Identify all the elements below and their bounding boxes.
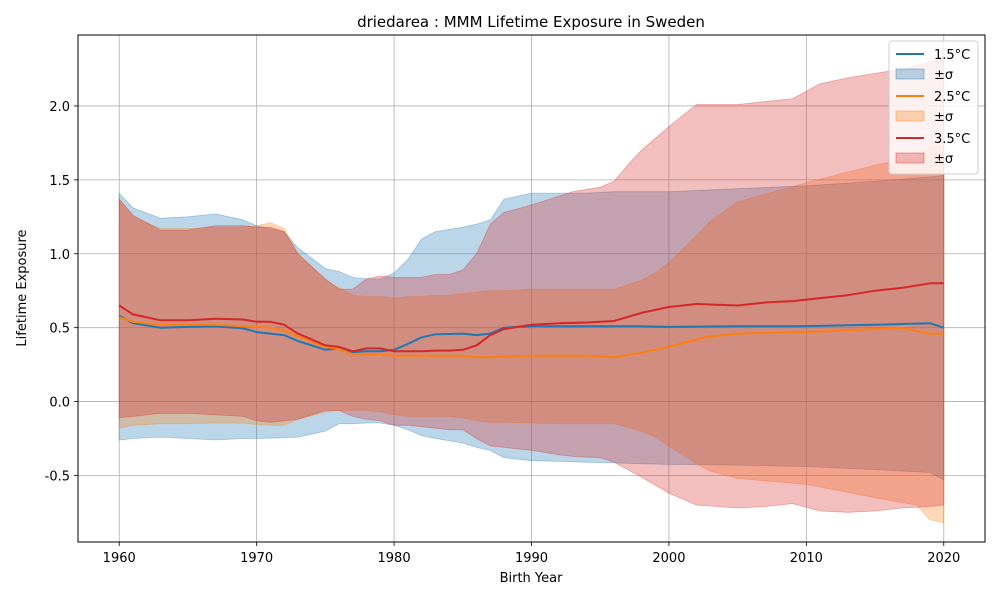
sigma-band-3p5 — [118, 55, 945, 513]
x-tick-label: 1970 — [240, 551, 273, 566]
x-tick-label: 2020 — [927, 551, 960, 566]
legend-label-2p5: 2.5°C — [934, 90, 970, 105]
axis-ticks: 1960 1970 1980 1990 2000 2010 2020 -0.5 0.0 0.5 1.… — [45, 100, 961, 566]
mean-line-3p5 — [118, 282, 944, 353]
legend-band-label-2p5: ±σ — [934, 110, 953, 125]
legend-box — [888, 40, 979, 175]
sigma-band-1p5 — [118, 174, 945, 481]
legend-label-3p5: 3.5°C — [934, 132, 970, 147]
mean-line-1p5 — [118, 314, 945, 354]
y-tick-label: 1.5 — [49, 174, 70, 189]
legend: 1.5°C ±σ 2.5°C ±σ 3.5°C ±σ — [888, 40, 979, 175]
sigma-bands — [118, 55, 945, 524]
legend-band-3p5 — [895, 152, 925, 164]
grid — [78, 35, 985, 542]
x-tick-label: 2000 — [652, 551, 685, 566]
x-tick-label: 1960 — [103, 551, 136, 566]
mean-lines — [118, 282, 945, 359]
legend-band-label-1p5: ±σ — [934, 68, 953, 83]
y-tick-label: 0.5 — [49, 322, 70, 337]
x-tick-label: 1980 — [378, 551, 411, 566]
legend-band-label-3p5: ±σ — [934, 152, 953, 167]
sigma-band-2p5 — [118, 145, 945, 524]
y-tick-label: 1.0 — [49, 248, 70, 263]
legend-band-2p5 — [895, 110, 925, 122]
x-tick-label: 1990 — [515, 551, 548, 566]
y-tick-label: 0.0 — [49, 396, 70, 411]
y-tick-label: -0.5 — [45, 469, 70, 484]
y-tick-label: 2.0 — [49, 100, 70, 115]
x-tick-label: 2010 — [790, 551, 823, 566]
legend-band-1p5 — [895, 68, 925, 80]
y-axis-label: Lifetime Exposure — [15, 229, 30, 346]
chart-title: driedarea : MMM Lifetime Exposure in Swe… — [357, 13, 705, 31]
x-axis-label: Birth Year — [500, 571, 564, 586]
mean-line-2p5 — [118, 316, 944, 359]
legend-label-1p5: 1.5°C — [934, 48, 970, 63]
